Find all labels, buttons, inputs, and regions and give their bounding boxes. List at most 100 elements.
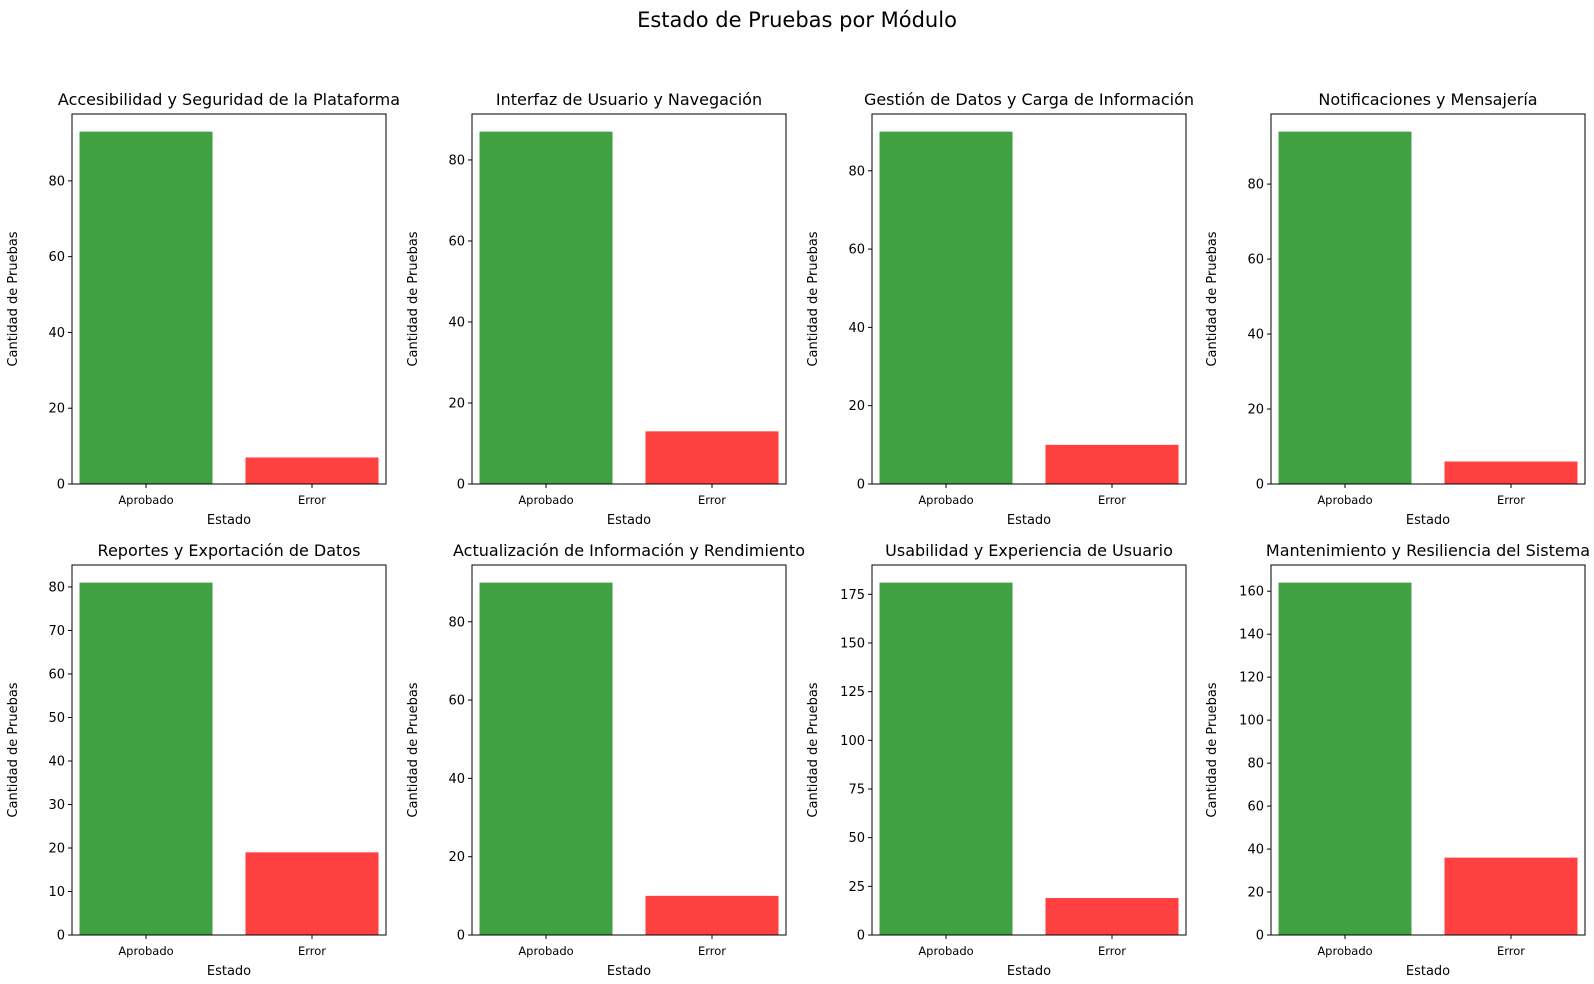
chart-panel: Accesibilidad y Seguridad de la Platafor… [6,90,400,528]
y-tick-label: 30 [48,798,65,813]
panel-title: Reportes y Exportación de Datos [98,541,361,560]
y-tick-label: 40 [48,326,65,341]
x-axis-label: Estado [207,513,251,528]
y-tick-label: 80 [448,153,465,168]
y-tick-label: 120 [1239,671,1264,686]
bar-aprobado [479,131,613,484]
y-tick-label: 60 [1247,253,1264,268]
chart-panel: Reportes y Exportación de Datos Aprobado E… [6,541,387,979]
bar-error [1444,857,1578,935]
panel-title: Usabilidad y Experiencia de Usuario [885,541,1173,560]
x-tick-label: Error [698,493,726,507]
plot-frame [471,564,787,936]
y-tick-label: 60 [48,667,65,682]
x-tick-label: Aprobado [918,493,973,507]
x-tick-label: Aprobado [1317,944,1372,958]
bar-aprobado [879,131,1013,484]
y-tick-label: 140 [1239,628,1264,643]
y-tick-label: 20 [1247,403,1264,418]
plot-frame [1270,113,1586,485]
y-tick-label: 0 [57,478,65,493]
x-tick-label: Aprobado [118,944,173,958]
y-axis-label: Cantidad de Pruebas [1205,231,1220,366]
x-axis-label: Estado [1406,513,1450,528]
y-tick-label: 0 [857,478,865,493]
y-axis-label: Cantidad de Pruebas [1205,682,1220,817]
y-tick-label: 60 [448,694,465,709]
bar-aprobado [1278,131,1412,484]
y-tick-label: 50 [48,711,65,726]
chart-panel: Mantenimiento y Resiliencia del Sistema A… [1205,541,1590,979]
chart-panel: Usabilidad y Experiencia de Usuario Aprob… [806,541,1187,979]
x-axis-label: Estado [607,513,651,528]
y-tick-label: 100 [1239,714,1264,729]
bar-aprobado [79,131,213,484]
y-tick-label: 40 [1247,843,1264,858]
y-axis-label: Cantidad de Pruebas [6,682,21,817]
x-tick-label: Error [1098,944,1126,958]
y-tick-label: 50 [848,831,865,846]
y-tick-label: 80 [48,580,65,595]
y-tick-label: 60 [448,234,465,249]
plot-frame [471,113,787,485]
y-tick-label: 0 [857,929,865,944]
x-tick-label: Error [1497,944,1525,958]
y-axis-label: Cantidad de Pruebas [406,231,421,366]
y-tick-label: 80 [448,615,465,630]
y-tick-label: 0 [57,929,65,944]
y-tick-label: 80 [1247,757,1264,772]
x-tick-label: Error [1098,493,1126,507]
y-tick-label: 70 [48,624,65,639]
y-axis-label: Cantidad de Pruebas [6,231,21,366]
x-tick-label: Aprobado [918,944,973,958]
plot-frame [871,564,1187,936]
chart-panels: Accesibilidad y Seguridad de la Platafor… [6,90,1590,979]
y-tick-label: 40 [448,772,465,787]
y-tick-label: 20 [848,399,865,414]
y-tick-label: 80 [48,174,65,189]
x-axis-label: Estado [207,964,251,979]
y-tick-label: 40 [448,315,465,330]
plot-frame [71,113,387,485]
bar-aprobado [479,582,613,935]
bar-error [645,895,779,935]
x-axis-label: Estado [1007,964,1051,979]
x-axis-label: Estado [1007,513,1051,528]
x-axis-label: Estado [1406,964,1450,979]
y-tick-label: 40 [1247,328,1264,343]
y-tick-label: 0 [457,478,465,493]
y-tick-label: 150 [840,636,865,651]
chart-panel: Notificaciones y Mensajería Aprobado Error… [1205,90,1586,528]
panel-title: Mantenimiento y Resiliencia del Sistema [1266,541,1590,560]
y-tick-label: 100 [840,734,865,749]
bar-error [245,457,379,484]
bar-error [1045,898,1179,935]
figure-title: Estado de Pruebas por Módulo [637,8,957,32]
y-tick-label: 60 [48,250,65,265]
x-tick-label: Aprobado [1317,493,1372,507]
chart-panel: Actualización de Información y Rendimien… [406,541,805,979]
x-tick-label: Error [298,944,326,958]
bar-error [1444,461,1578,484]
y-tick-label: 175 [840,588,865,603]
y-axis-label: Cantidad de Pruebas [406,682,421,817]
y-tick-label: 20 [48,402,65,417]
panel-title: Actualización de Información y Rendimien… [453,541,805,560]
y-tick-label: 160 [1239,585,1264,600]
y-tick-label: 60 [848,243,865,258]
y-tick-label: 75 [848,782,865,797]
bar-error [245,852,379,935]
y-tick-label: 20 [1247,886,1264,901]
y-tick-label: 20 [448,850,465,865]
y-axis-label: Cantidad de Pruebas [806,682,821,817]
y-tick-label: 125 [840,685,865,700]
y-axis-label: Cantidad de Pruebas [806,231,821,366]
y-tick-label: 80 [1247,178,1264,193]
chart-panel: Interfaz de Usuario y Navegación Aprobado… [406,90,787,528]
plot-frame [71,564,387,936]
chart-panel: Gestión de Datos y Carga de Información A… [806,90,1194,528]
y-tick-label: 20 [448,396,465,411]
x-tick-label: Error [1497,493,1525,507]
